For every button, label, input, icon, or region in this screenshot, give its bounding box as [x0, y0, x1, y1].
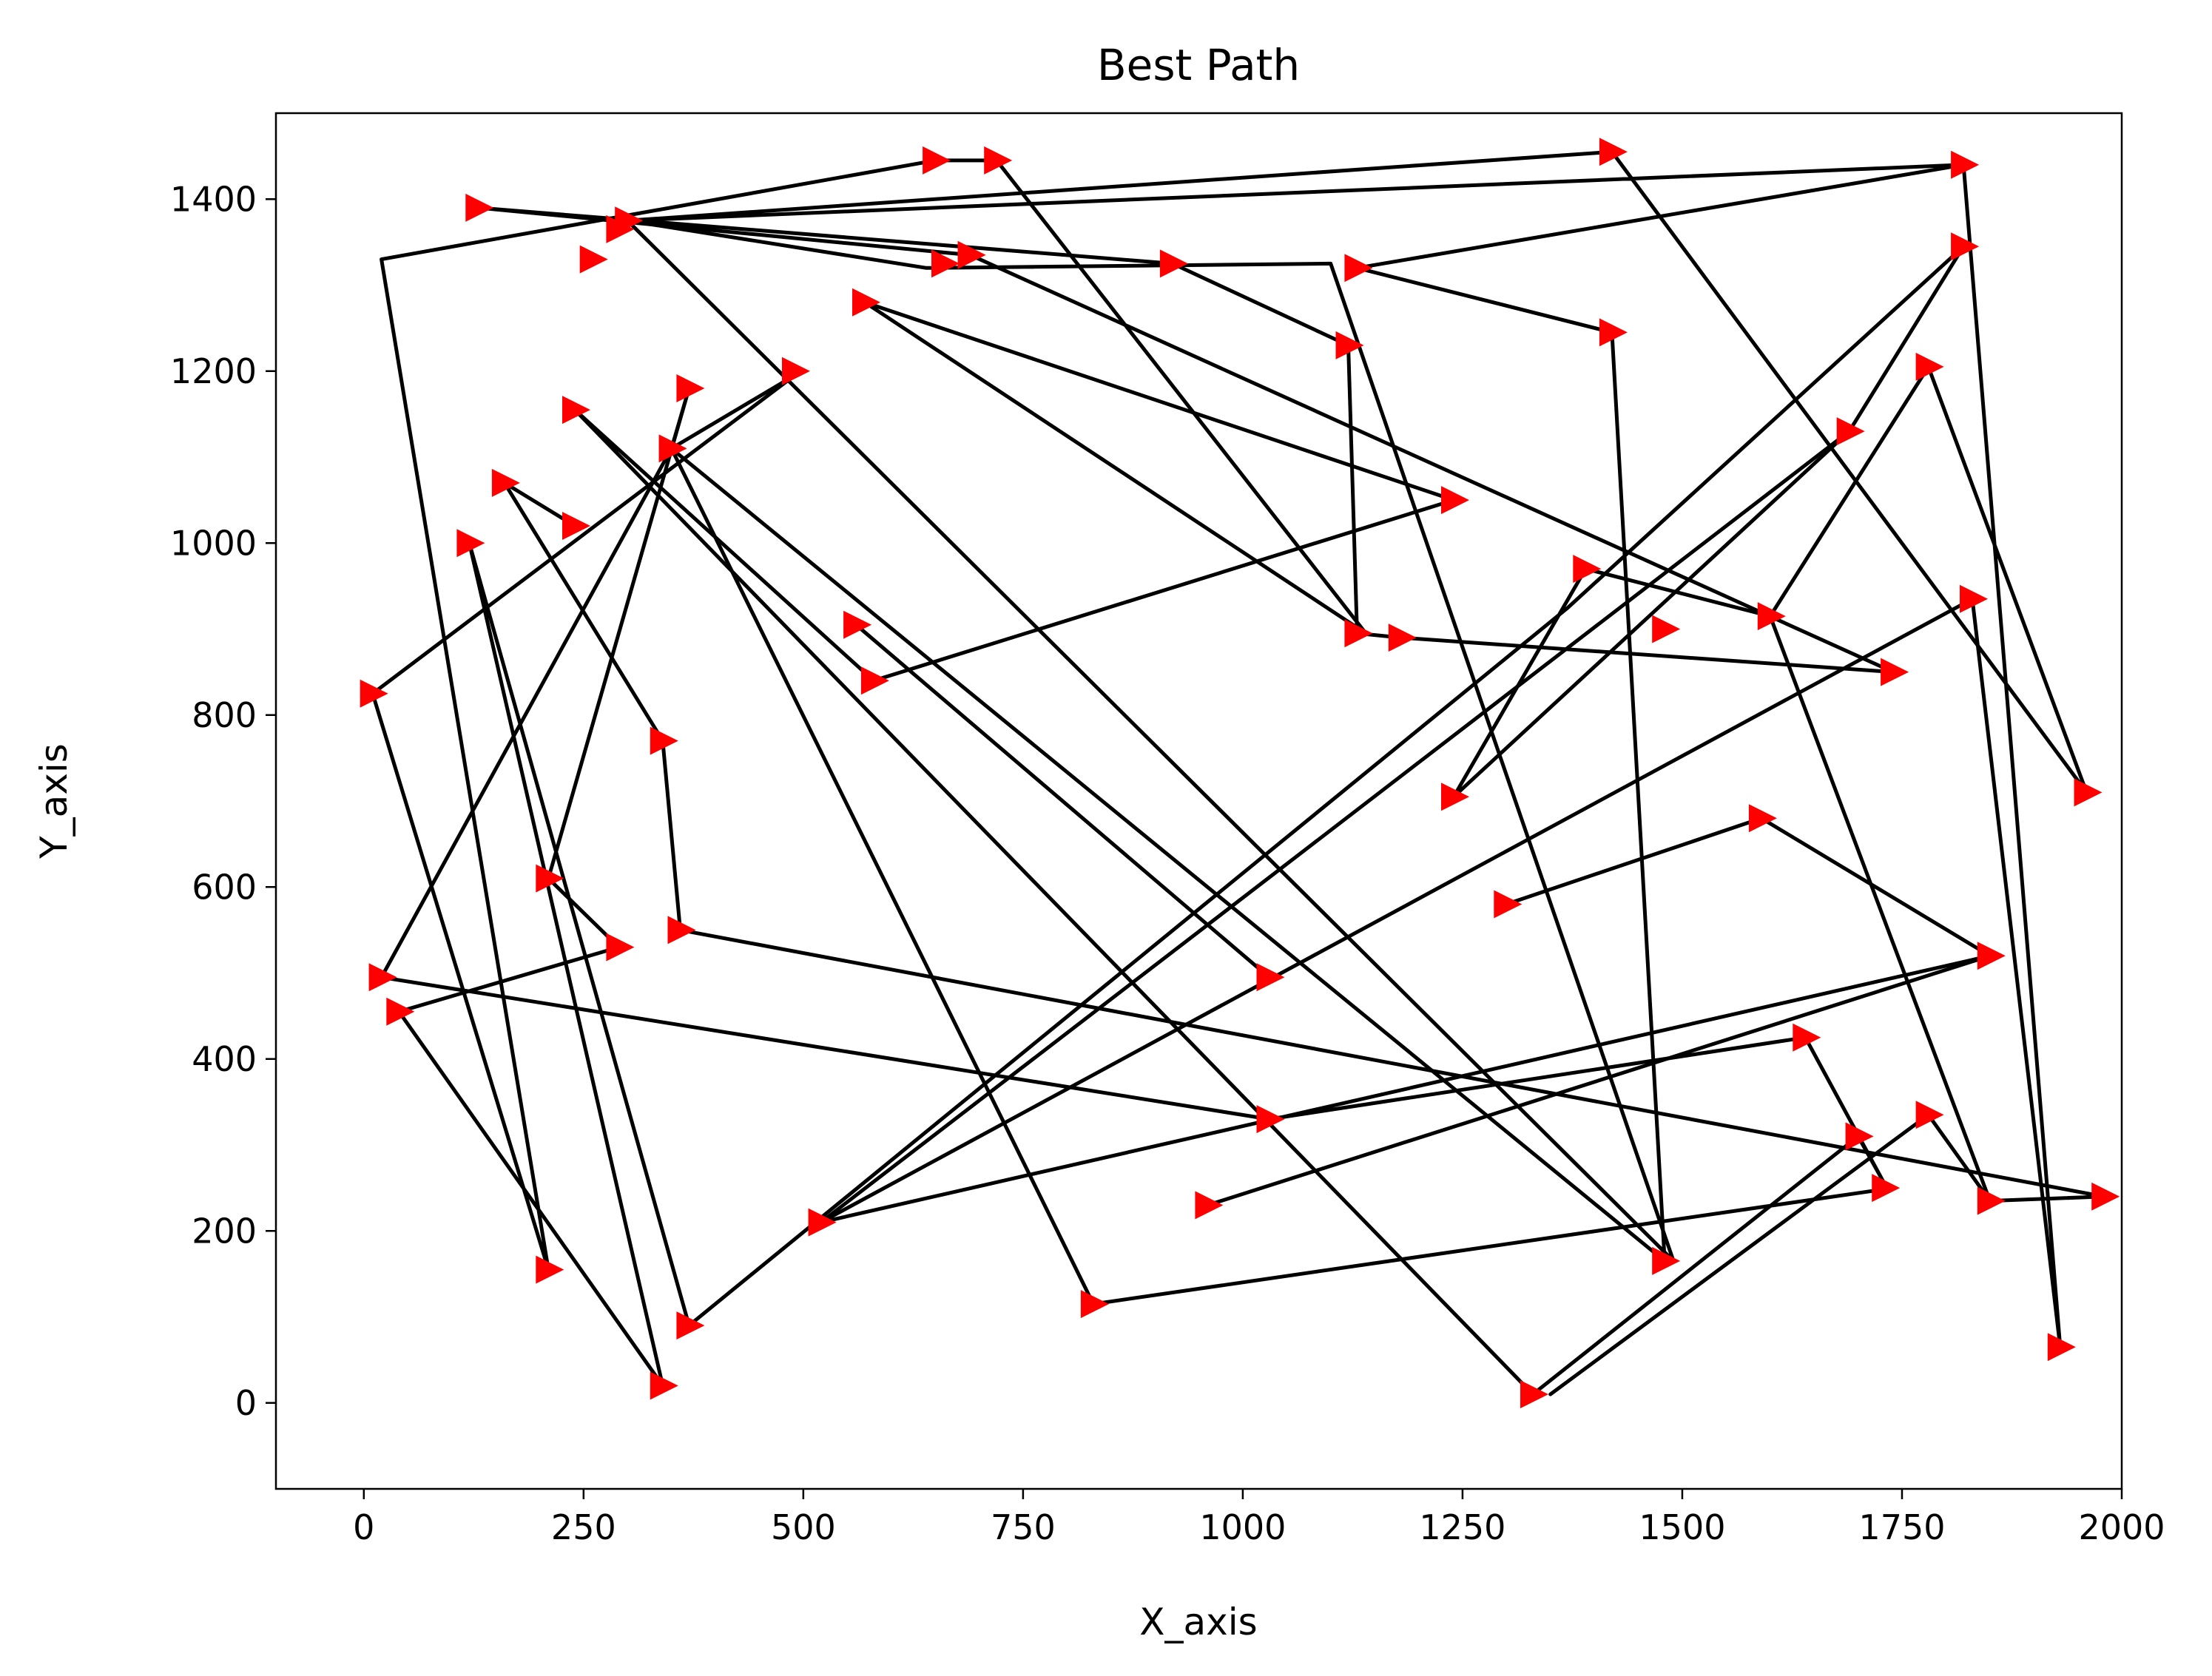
city-marker-39 [2074, 778, 2103, 807]
path-segment-9 [819, 429, 1852, 1225]
path-segment-2 [476, 206, 1895, 675]
city-marker-14 [1335, 331, 1364, 359]
city-marker-1 [579, 245, 608, 274]
y-tick-label: 200 [192, 1211, 257, 1251]
city-marker-55 [1872, 1174, 1901, 1203]
x-tick-label: 250 [551, 1507, 616, 1547]
y-tick-label: 0 [235, 1383, 257, 1423]
city-marker-63 [1520, 1380, 1548, 1409]
city-marker-41 [606, 933, 635, 962]
city-marker-44 [1748, 804, 1777, 833]
x-axis-label: X_axis [1139, 1601, 1257, 1643]
y-axis-label: Y_axis [33, 743, 75, 859]
city-marker-15 [1599, 318, 1628, 347]
city-marker-53 [1977, 1186, 2006, 1215]
plot-area [360, 138, 2120, 1409]
city-marker-51 [1845, 1122, 1874, 1151]
city-marker-10 [1344, 254, 1373, 283]
city-marker-6 [984, 146, 1013, 175]
y-tick-label: 1400 [170, 179, 257, 219]
city-marker-49 [1793, 1023, 1821, 1052]
city-marker-61 [676, 1311, 705, 1340]
city-marker-34 [843, 610, 872, 639]
city-marker-24 [1441, 486, 1469, 515]
x-tick-label: 750 [991, 1507, 1056, 1547]
city-marker-36 [360, 679, 388, 708]
y-tick-label: 600 [192, 867, 257, 907]
city-marker-13 [1951, 232, 1980, 261]
city-marker-46 [368, 963, 397, 992]
city-marker-12 [1951, 150, 1980, 179]
city-marker-59 [1652, 1246, 1681, 1275]
axes-frame [274, 112, 2123, 1490]
y-tick-label: 400 [192, 1039, 257, 1079]
x-tick-label: 0 [353, 1507, 374, 1547]
city-marker-58 [536, 1255, 564, 1284]
city-marker-54 [2091, 1182, 2120, 1211]
city-marker-28 [1757, 602, 1786, 631]
city-marker-31 [1388, 624, 1417, 652]
city-marker-22 [562, 512, 590, 540]
city-marker-57 [808, 1208, 837, 1237]
city-marker-52 [1915, 1101, 1944, 1129]
city-marker-45 [1977, 942, 2006, 970]
city-marker-37 [650, 726, 678, 755]
city-marker-50 [1256, 1105, 1285, 1134]
city-marker-11 [1599, 138, 1628, 166]
x-tick-label: 1250 [1419, 1507, 1505, 1547]
city-marker-29 [1652, 615, 1681, 643]
city-marker-19 [562, 396, 590, 425]
city-marker-16 [852, 288, 880, 317]
path-segment-6 [854, 623, 1271, 979]
city-marker-5 [923, 146, 951, 175]
city-marker-47 [386, 997, 415, 1026]
city-marker-38 [1441, 783, 1469, 811]
city-marker-23 [456, 529, 485, 558]
city-marker-9 [1159, 249, 1188, 278]
city-marker-20 [658, 434, 687, 463]
y-tick-label: 1200 [170, 351, 257, 391]
city-marker-17 [782, 357, 810, 385]
city-marker-43 [1494, 890, 1523, 919]
y-tick-label: 800 [192, 695, 257, 735]
city-marker-26 [1836, 417, 1865, 446]
city-marker-27 [1573, 555, 1602, 584]
city-marker-33 [1960, 584, 1988, 613]
x-axis: 0 250 500 750 1000 1250 1500 1750 2000 [353, 1489, 2165, 1547]
city-marker-40 [536, 864, 564, 893]
city-marker-7 [931, 249, 960, 278]
city-marker-18 [676, 374, 705, 402]
y-tick-label: 1000 [170, 523, 257, 563]
city-marker-8 [957, 240, 986, 269]
x-tick-label: 1750 [1858, 1507, 1945, 1547]
city-marker-30 [1344, 619, 1373, 648]
city-marker-64 [2047, 1333, 2076, 1362]
x-tick-label: 2000 [2078, 1507, 2165, 1547]
x-tick-label: 1000 [1199, 1507, 1286, 1547]
city-marker-48 [1256, 963, 1285, 992]
city-marker-32 [1881, 658, 1909, 686]
city-marker-21 [491, 468, 520, 497]
city-marker-42 [667, 916, 696, 945]
x-tick-label: 500 [771, 1507, 836, 1547]
chart-title: Best Path [1097, 40, 1300, 90]
path-segment-5 [1768, 614, 1992, 1203]
city-marker-2 [465, 193, 494, 222]
city-marker-62 [650, 1371, 678, 1400]
city-marker-60 [1080, 1290, 1109, 1319]
city-marker-4 [606, 214, 635, 243]
y-axis: 0 200 400 600 800 1000 1200 1400 [170, 179, 276, 1423]
path-segment-7 [1205, 953, 1992, 1207]
x-tick-label: 1500 [1639, 1507, 1725, 1547]
city-marker-35 [860, 666, 889, 695]
city-marker-25 [1915, 352, 1944, 381]
city-marker-56 [1195, 1191, 1224, 1220]
